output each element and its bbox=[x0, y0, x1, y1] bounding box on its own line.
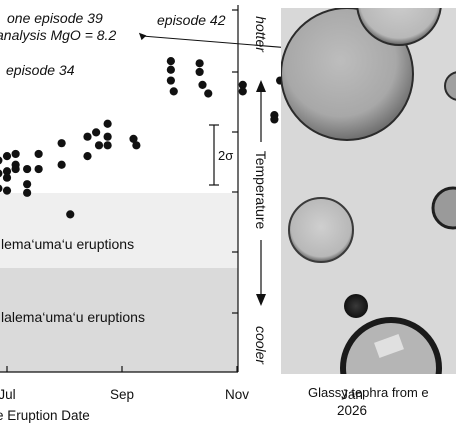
band-0 bbox=[0, 193, 238, 268]
annotation-mgo: analysis MgO = 8.2 bbox=[0, 27, 116, 43]
data-point-7 bbox=[0, 184, 3, 193]
data-point-9 bbox=[2, 167, 12, 176]
data-point-32 bbox=[166, 57, 175, 66]
down-arrow-head bbox=[256, 294, 266, 306]
up-arrow-head bbox=[256, 80, 266, 92]
middle-vesicle bbox=[288, 197, 354, 263]
data-point-35 bbox=[169, 87, 178, 96]
data-point-17 bbox=[23, 188, 32, 197]
data-point-39 bbox=[204, 89, 213, 98]
hotter-label: hotter bbox=[253, 16, 269, 53]
band-label-1: lalema‘uma‘u eruptions bbox=[1, 309, 145, 325]
data-point-28 bbox=[103, 132, 112, 141]
data-point-38 bbox=[198, 80, 207, 89]
x-tick-label-2: Nov bbox=[225, 387, 249, 402]
x-tick-label-1: Sep bbox=[110, 387, 134, 402]
annotation-episode-42: episode 42 bbox=[157, 12, 226, 28]
data-point-29 bbox=[103, 141, 112, 150]
data-point-25 bbox=[92, 128, 101, 137]
data-point-6 bbox=[0, 169, 3, 178]
data-point-43 bbox=[270, 115, 279, 124]
annotation-arrow-head bbox=[138, 32, 147, 41]
data-point-10 bbox=[2, 173, 12, 182]
data-point-41 bbox=[238, 87, 247, 96]
data-point-31 bbox=[132, 141, 141, 150]
error-bar-label: 2σ bbox=[218, 148, 233, 163]
dark-inclusion bbox=[344, 294, 368, 318]
temperature-axis-label: hotter cooler Temperature bbox=[253, 16, 269, 365]
temperature-label: Temperature bbox=[253, 151, 269, 230]
data-point-40 bbox=[238, 80, 247, 89]
data-point-24 bbox=[83, 152, 92, 161]
data-point-5 bbox=[0, 156, 3, 165]
data-point-22 bbox=[66, 210, 75, 219]
data-point-33 bbox=[166, 65, 175, 74]
annotation-episode-39: one episode 39 bbox=[7, 10, 103, 26]
cooler-label: cooler bbox=[253, 326, 269, 365]
data-point-18 bbox=[34, 149, 43, 159]
eruption-bands: lema‘uma‘u eruptions lalema‘uma‘u eruptio… bbox=[0, 193, 238, 372]
data-point-27 bbox=[103, 119, 112, 128]
photo-caption: Glassy tephra from e bbox=[308, 385, 429, 400]
x-tick-label-0: Jul bbox=[0, 387, 16, 402]
data-point-26 bbox=[94, 141, 104, 150]
plot-axes: 2σ bbox=[0, 5, 353, 373]
upper-right-vesicle bbox=[356, 8, 442, 46]
data-point-36 bbox=[195, 59, 204, 68]
annotation-episode-34: episode 34 bbox=[6, 62, 75, 78]
edge-vesicle bbox=[431, 186, 456, 230]
x-tick-label-3: Jan bbox=[341, 387, 363, 402]
data-point-16 bbox=[23, 180, 32, 189]
data-point-37 bbox=[195, 67, 204, 77]
data-point-34 bbox=[166, 76, 175, 85]
data-point-14 bbox=[11, 164, 20, 174]
data-point-12 bbox=[11, 149, 20, 159]
band-label-0: lema‘uma‘u eruptions bbox=[1, 236, 134, 252]
data-point-8 bbox=[2, 152, 12, 161]
data-point-30 bbox=[129, 134, 138, 143]
band-1 bbox=[0, 268, 238, 372]
small-right-vesicle bbox=[444, 71, 456, 101]
data-point-19 bbox=[34, 164, 43, 174]
data-point-21 bbox=[57, 160, 66, 169]
data-point-11 bbox=[2, 186, 12, 195]
tephra-photo bbox=[281, 8, 456, 374]
x-axis-label: e Eruption Date bbox=[0, 408, 90, 423]
x-tick-label-3-line2: 2026 bbox=[337, 403, 367, 418]
data-point-15 bbox=[23, 164, 32, 174]
data-point-20 bbox=[57, 139, 66, 148]
data-point-23 bbox=[83, 132, 92, 141]
